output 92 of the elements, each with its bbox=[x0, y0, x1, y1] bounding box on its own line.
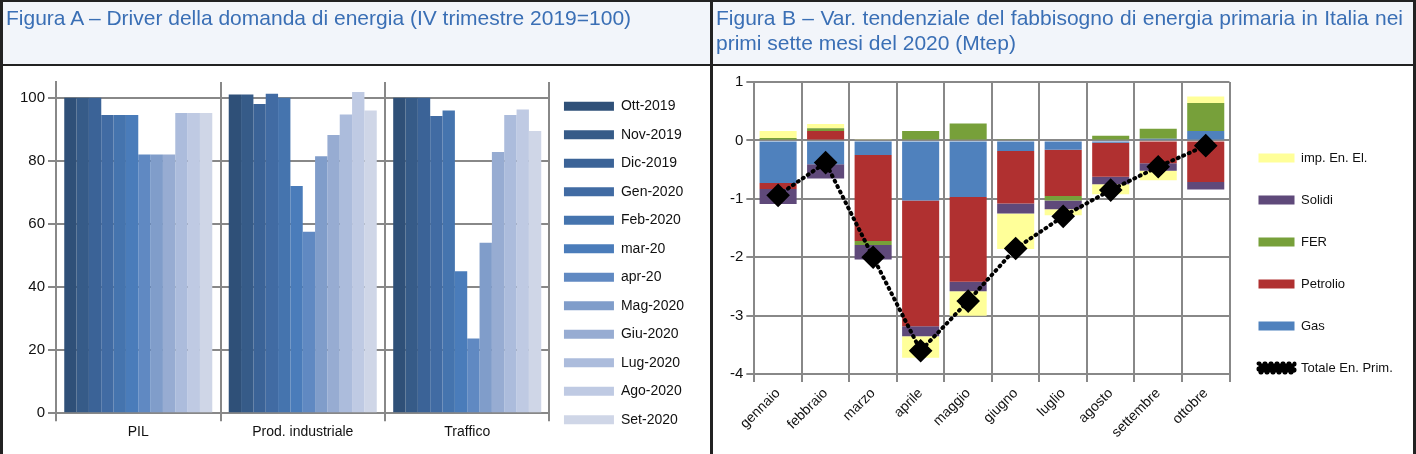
bar bbox=[807, 128, 845, 132]
bar bbox=[1044, 149, 1082, 196]
bar bbox=[138, 154, 151, 413]
bar bbox=[516, 109, 529, 413]
bar bbox=[76, 97, 89, 413]
x-tick-label: Prod. industriale bbox=[252, 423, 354, 440]
point bbox=[1147, 155, 1170, 178]
point bbox=[862, 246, 885, 269]
point bbox=[1194, 134, 1217, 157]
point bbox=[767, 184, 790, 207]
bar bbox=[902, 131, 940, 140]
bar bbox=[315, 156, 328, 413]
bar bbox=[902, 141, 940, 201]
bar bbox=[1187, 96, 1225, 104]
point bbox=[1099, 179, 1122, 202]
bar bbox=[807, 131, 845, 140]
legend-label: Ago-2020 bbox=[620, 382, 682, 399]
y-tick-label: -1 bbox=[729, 188, 744, 206]
bar bbox=[241, 94, 254, 413]
y-tick-label: 0 bbox=[36, 403, 46, 421]
bar bbox=[479, 242, 492, 413]
point bbox=[1004, 237, 1027, 260]
bar bbox=[467, 338, 480, 413]
legend-label: Totale En. Prim. bbox=[1301, 359, 1393, 375]
x-tick-label: Traffico bbox=[444, 423, 491, 440]
y-tick-label: 100 bbox=[20, 87, 46, 105]
bar bbox=[228, 94, 242, 413]
y-tick-label: 20 bbox=[28, 340, 46, 358]
bar bbox=[352, 92, 365, 413]
legend-label: mar-20 bbox=[620, 239, 666, 256]
bar bbox=[997, 150, 1035, 204]
y-tick-label: -2 bbox=[729, 247, 744, 265]
point bbox=[909, 339, 932, 362]
legend-label: Mag-2020 bbox=[620, 296, 685, 313]
legend-label: Lug-2020 bbox=[620, 353, 681, 370]
y-tick-label: -3 bbox=[729, 305, 744, 323]
bar bbox=[759, 141, 797, 184]
legend-label: Giu-2020 bbox=[620, 325, 679, 342]
legend-label: Gen-2020 bbox=[620, 182, 684, 199]
y-tick-label: 1 bbox=[734, 72, 744, 90]
bar bbox=[949, 141, 987, 198]
point bbox=[1052, 205, 1075, 228]
bar bbox=[1139, 128, 1177, 139]
bar bbox=[1044, 195, 1082, 201]
legend-label: Dic-2019 bbox=[620, 154, 678, 171]
bar bbox=[339, 114, 353, 413]
bar bbox=[302, 231, 316, 413]
legend-label: Feb-2020 bbox=[620, 211, 682, 228]
legend-label: Petrolio bbox=[1301, 275, 1346, 291]
bar bbox=[949, 197, 987, 282]
bar bbox=[1187, 181, 1225, 190]
bar bbox=[504, 115, 517, 413]
bar bbox=[187, 112, 200, 413]
legend-label: Nov-2019 bbox=[620, 125, 682, 142]
bar bbox=[854, 141, 892, 156]
bar bbox=[327, 134, 340, 413]
bar bbox=[150, 154, 163, 413]
legend-label: Solidi bbox=[1301, 191, 1333, 207]
bar bbox=[902, 200, 940, 327]
bar bbox=[854, 155, 892, 241]
bar bbox=[162, 154, 176, 413]
bar bbox=[1044, 141, 1082, 150]
y-tick-label: -4 bbox=[729, 364, 744, 382]
bar bbox=[405, 97, 418, 413]
bar bbox=[364, 110, 377, 413]
legend-label: imp. En. El. bbox=[1301, 149, 1368, 165]
bar bbox=[175, 112, 188, 413]
legend-label: apr-20 bbox=[620, 268, 662, 285]
x-tick-label: PIL bbox=[127, 423, 149, 440]
legend-label: Gas bbox=[1301, 317, 1326, 333]
bar bbox=[997, 203, 1035, 214]
y-tick-label: 80 bbox=[28, 151, 46, 168]
chart-title: Figura A – Driver della domanda di energia (IV trimestre 2019=100) bbox=[3, 0, 710, 66]
bar bbox=[997, 141, 1035, 151]
y-tick-label: 0 bbox=[734, 130, 744, 148]
bar bbox=[528, 130, 542, 413]
legend-label: Ott-2019 bbox=[620, 97, 676, 114]
y-tick-label: 60 bbox=[28, 214, 46, 232]
bar bbox=[807, 124, 845, 129]
legend-label: Set-2020 bbox=[620, 410, 678, 427]
chart-title: Figura B – Var. tendenziale del fabbisogno di energia primaria in Italia nei primi sette mesi del 2020 (Mtep) bbox=[713, 0, 1413, 66]
bar bbox=[199, 112, 213, 413]
legend-label: FER bbox=[1301, 233, 1327, 249]
bar bbox=[854, 240, 892, 245]
bar bbox=[64, 97, 77, 413]
bar bbox=[393, 97, 406, 413]
bar bbox=[949, 123, 987, 140]
y-tick-label: 40 bbox=[28, 277, 46, 295]
bar bbox=[1092, 142, 1130, 177]
bar bbox=[491, 152, 505, 413]
bar bbox=[759, 131, 797, 139]
bar bbox=[1187, 103, 1225, 132]
